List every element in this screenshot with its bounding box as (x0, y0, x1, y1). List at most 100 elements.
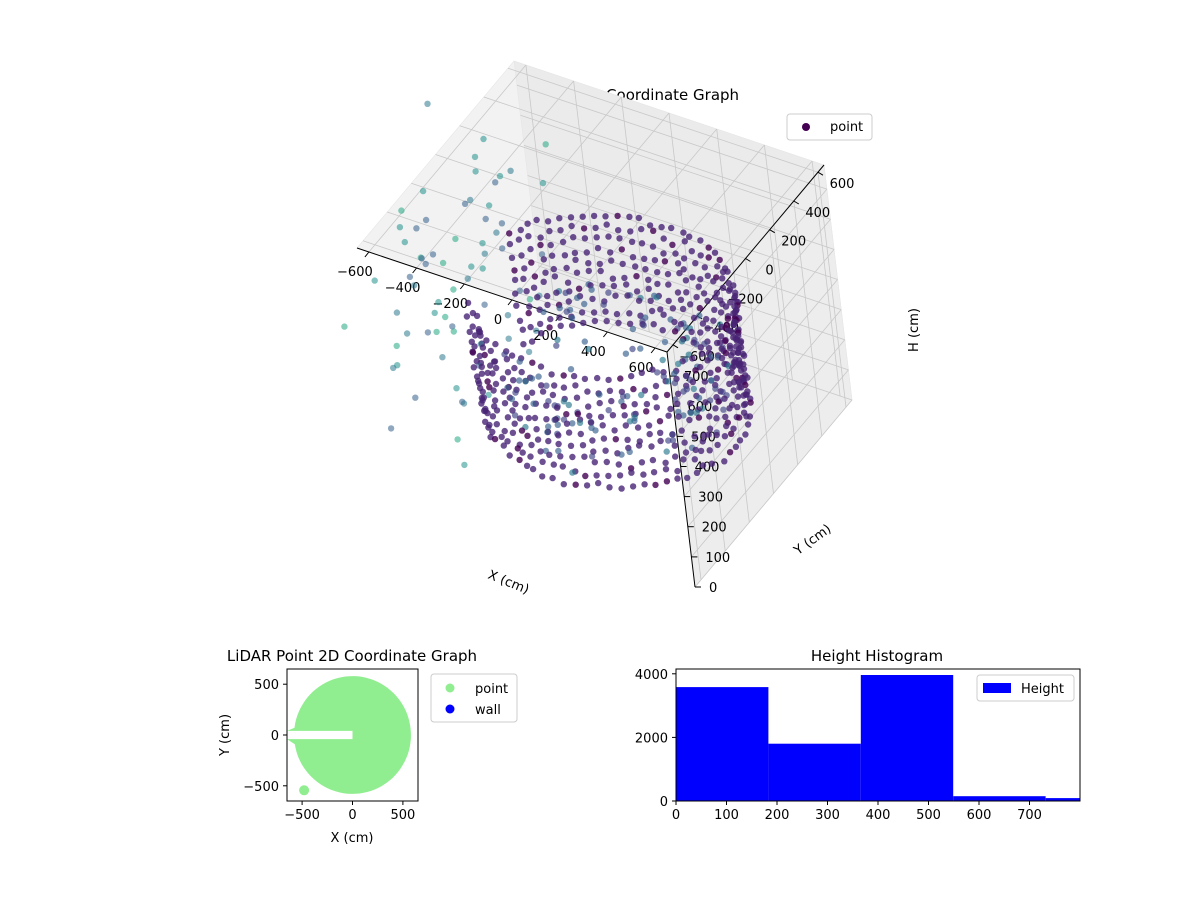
chart-3d-point (568, 322, 576, 329)
chart-3d-point (555, 432, 562, 439)
chart-3d-point (680, 456, 687, 463)
chart-3d-point (615, 319, 622, 327)
chart-3d-point (594, 244, 602, 252)
chart-3d-point (737, 339, 744, 346)
chart-3d-point (508, 352, 516, 359)
chart-3d-point (563, 308, 570, 315)
chart-3d-point (424, 100, 431, 108)
chart-3d-point (539, 458, 546, 465)
chart-3d-point (492, 364, 500, 372)
chart-3d-point (727, 352, 735, 359)
chart-3d-point (549, 391, 557, 399)
chart-3d-point (605, 289, 612, 296)
chart-3d-point (622, 422, 629, 429)
chart-3d-point (691, 433, 698, 440)
chart-3d-point (692, 367, 699, 374)
chart-3d-point (714, 263, 721, 270)
chart-3d-point (574, 294, 581, 301)
chart-3d-point (708, 460, 715, 467)
chart-3d-point (571, 249, 579, 257)
chart-3d-point (503, 356, 511, 363)
chart-3d-z-axis-label: H (cm) (907, 308, 922, 352)
chart-3d-point (501, 351, 508, 358)
chart-3d-point (634, 424, 642, 431)
chart-3d-legend-marker (802, 123, 810, 131)
chart-2d-y-tick-label: 500 (254, 678, 279, 693)
chart-3d-point (596, 260, 603, 268)
chart-3d-gridline-z (516, 84, 828, 190)
chart-3d-gridline-y (459, 125, 770, 231)
chart-3d-point (657, 306, 664, 313)
chart-3d-y-tick (769, 229, 775, 234)
chart-3d-point (665, 297, 672, 305)
chart-3d-point (626, 448, 633, 456)
chart-3d-z-tick-label: 300 (698, 491, 723, 506)
chart-3d-point (612, 292, 619, 299)
chart-3d-point (719, 284, 727, 291)
chart-3d-point (692, 260, 699, 267)
chart-3d-point (736, 414, 743, 421)
chart-3d-point (412, 394, 419, 401)
chart-3d-point (624, 436, 631, 443)
chart-3d-point (551, 273, 559, 280)
chart-3d-point (520, 275, 527, 282)
chart-3d-point (626, 418, 634, 425)
chart-3d-point (568, 222, 575, 230)
chart-3d-point (528, 389, 536, 396)
chart-3d-point (659, 327, 666, 334)
chart-3d-point (712, 405, 719, 412)
chart-3d-point (481, 301, 488, 308)
chart-3d-point (398, 207, 405, 214)
chart-3d-point (632, 263, 639, 270)
chart-3d-point (645, 276, 652, 283)
chart-3d-point (539, 388, 547, 395)
chart-3d-point (616, 235, 623, 242)
chart-3d-point (524, 220, 531, 227)
chart-3d-point (696, 363, 704, 371)
chart-3d-point (678, 427, 685, 434)
chart-3d-point (504, 414, 512, 421)
chart-3d-point (492, 340, 499, 348)
chart-3d-point (686, 416, 693, 424)
chart-3d-point (574, 410, 582, 418)
chart-3d-point (633, 273, 640, 280)
chart-3d-point (651, 257, 659, 264)
chart-3d-point (534, 294, 541, 301)
chart-3d-point (722, 303, 730, 310)
chart-3d-point (453, 385, 460, 392)
chart-3d-point (619, 260, 626, 268)
chart-3d-gridline-y (745, 258, 774, 494)
chart-3d-point (589, 437, 596, 444)
chart-3d-point (669, 437, 677, 444)
chart-3d-point (730, 387, 737, 394)
chart-3d-point (556, 304, 563, 312)
chart-3d-gridline-z (687, 339, 846, 527)
chart-3d-grid (362, 64, 853, 588)
chart-3d-point (567, 366, 575, 373)
chart-3d-point (609, 275, 617, 282)
chart-3d-point (396, 224, 404, 231)
chart-3d-point (638, 459, 646, 466)
chart-3d-point (516, 415, 524, 422)
chart-3d-point (663, 448, 670, 455)
chart-3d-point (532, 327, 540, 334)
chart-3d-point (479, 344, 487, 351)
chart-3d-point (569, 453, 576, 461)
chart-3d-point (699, 462, 707, 469)
chart-3d-point (424, 329, 432, 336)
histogram-x-tick-label: 700 (1017, 808, 1042, 823)
chart-3d-point (697, 237, 704, 244)
chart-3d-point (608, 257, 615, 264)
chart-3d-point (469, 349, 477, 356)
chart-3d-point (583, 482, 591, 489)
chart-3d-point (645, 285, 652, 292)
chart-3d-point (692, 446, 699, 454)
chart-3d-point (506, 452, 513, 459)
chart-3d-point (464, 299, 472, 307)
chart-3d-point (638, 240, 646, 247)
histogram-legend-swatch (983, 683, 1011, 693)
chart-3d-point (641, 481, 648, 488)
chart-3d-point (693, 469, 701, 476)
chart-3d-point (487, 347, 494, 355)
chart-3d-point (697, 329, 704, 336)
